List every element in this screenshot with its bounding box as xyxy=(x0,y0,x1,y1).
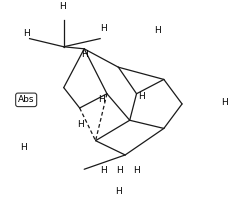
Text: H: H xyxy=(116,166,123,175)
Text: H: H xyxy=(81,50,88,60)
Text: H: H xyxy=(115,187,122,196)
Text: H: H xyxy=(138,92,144,101)
Text: Abs: Abs xyxy=(18,95,34,104)
Text: H: H xyxy=(100,24,107,33)
Text: H: H xyxy=(98,95,105,104)
Text: H: H xyxy=(23,29,30,38)
Text: H: H xyxy=(77,120,84,129)
Text: H: H xyxy=(21,143,27,152)
Text: H: H xyxy=(154,26,160,35)
Text: H: H xyxy=(100,166,107,175)
Text: H: H xyxy=(59,2,66,11)
Text: H: H xyxy=(221,98,227,107)
Text: H: H xyxy=(133,166,140,175)
